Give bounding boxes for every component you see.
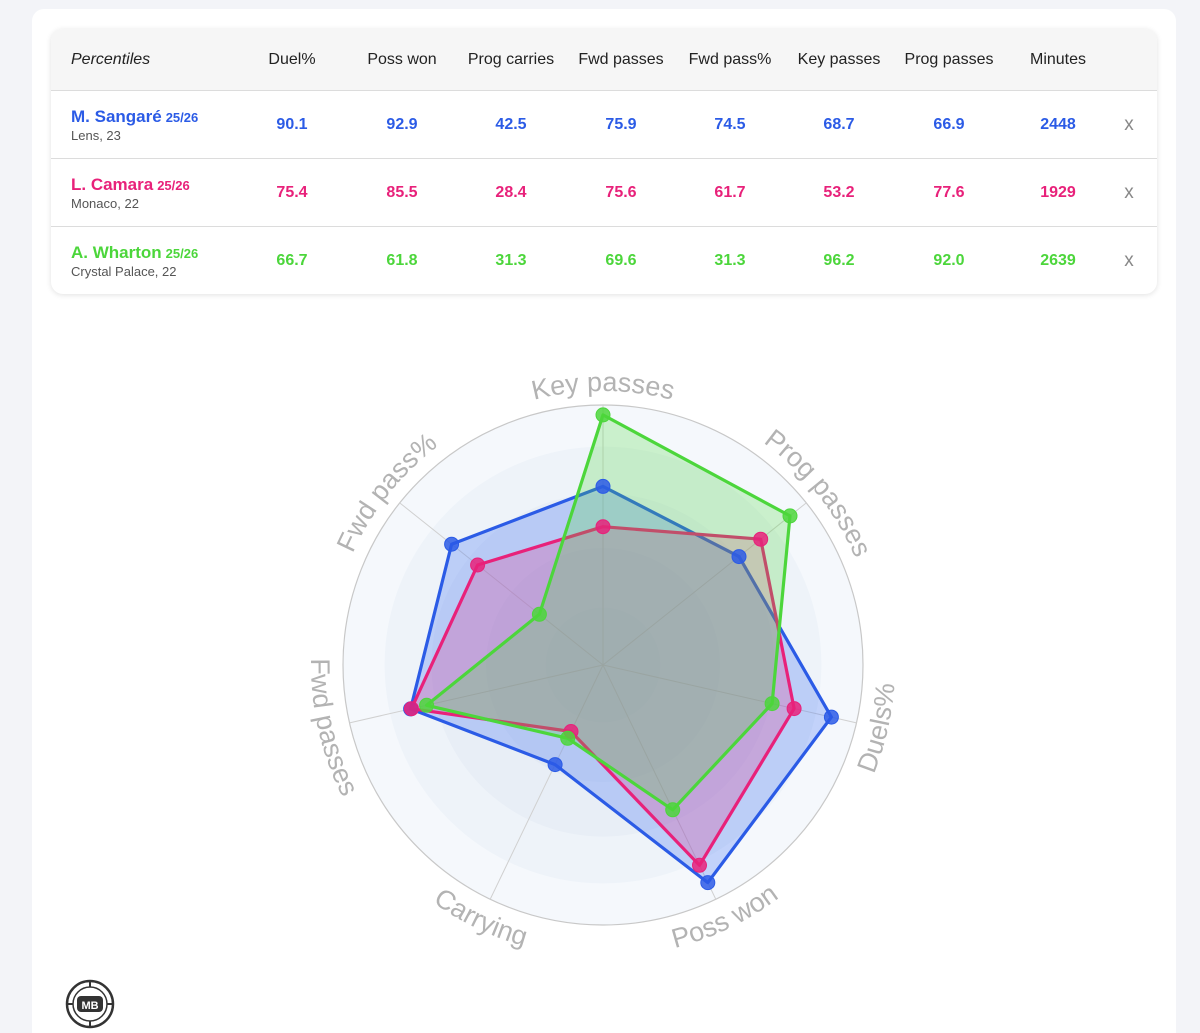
cell-fwd-pass-pct: 74.5 — [714, 116, 746, 133]
comparison-table: Percentiles Duel% Poss won Prog carries … — [51, 29, 1157, 294]
remove-player-button[interactable]: x — [1124, 250, 1134, 271]
header-prog-passes[interactable]: Prog passes — [904, 51, 994, 68]
player-name-text: M. Sangaré — [71, 107, 162, 126]
radar-point — [403, 701, 419, 717]
radar-point — [470, 557, 486, 573]
player-name[interactable]: M. Sangaré 25/26 — [71, 107, 198, 127]
cell-prog-passes: 66.9 — [933, 116, 965, 133]
cell-minutes: 2639 — [1040, 252, 1076, 269]
cell-poss-won: 85.5 — [386, 184, 418, 201]
radar-point — [595, 407, 611, 423]
radar-point — [595, 478, 611, 494]
radar-point — [753, 531, 769, 547]
radar-point — [419, 697, 435, 713]
radar-point — [531, 606, 547, 622]
cell-prog-passes: 77.6 — [933, 184, 965, 201]
radar-axis-label: Key passes — [529, 367, 678, 406]
player-club: Lens, 23 — [71, 128, 121, 143]
cell-fwd-pass-pct: 31.3 — [714, 252, 746, 269]
radar-axis-label-text: Key passes — [529, 367, 678, 406]
radar-series-area — [409, 484, 834, 885]
header-percentiles: Percentiles — [71, 51, 151, 68]
radar-point — [731, 549, 747, 565]
radar-point — [692, 857, 707, 873]
logo-text: MB — [81, 1000, 98, 1012]
radar-spoke — [349, 664, 604, 724]
cell-poss-won: 61.8 — [386, 252, 418, 269]
player-season: 25/26 — [165, 246, 199, 261]
cell-prog-carries: 42.5 — [495, 116, 527, 133]
table-row: A. Wharton 25/26 Crystal Palace, 22 66.7 61.… — [51, 227, 1157, 294]
remove-player-button[interactable]: x — [1124, 114, 1134, 135]
header-fwd-pass-pct[interactable]: Fwd pass% — [688, 51, 772, 68]
cell-duel-pct: 66.7 — [276, 252, 308, 269]
table-header: Percentiles Duel% Poss won Prog carries … — [51, 29, 1157, 91]
cell-duel-pct: 75.4 — [276, 184, 308, 201]
player-club: Monaco, 22 — [71, 196, 139, 211]
cell-key-passes: 68.7 — [823, 116, 855, 133]
player-name-text: A. Wharton — [71, 243, 162, 262]
header-fwd-passes[interactable]: Fwd passes — [578, 51, 664, 68]
radar-point — [786, 701, 802, 717]
header-key-passes[interactable]: Key passes — [797, 51, 881, 68]
cell-minutes: 1929 — [1040, 184, 1076, 201]
header-minutes[interactable]: Minutes — [1029, 51, 1087, 68]
radar-point — [764, 696, 780, 712]
cell-fwd-pass-pct: 61.7 — [714, 184, 746, 201]
player-name-text: L. Camara — [71, 175, 154, 194]
cell-prog-carries: 31.3 — [495, 252, 527, 269]
radar-point — [665, 802, 681, 818]
cell-minutes: 2448 — [1040, 116, 1076, 133]
header-poss-won[interactable]: Poss won — [367, 51, 437, 68]
player-season: 25/26 — [157, 178, 190, 193]
radar-point — [595, 519, 611, 535]
player-name[interactable]: A. Wharton 25/26 — [71, 243, 198, 263]
radar-point — [444, 536, 460, 552]
cell-fwd-passes: 75.9 — [605, 116, 637, 133]
radar-spoke — [399, 502, 604, 666]
cell-key-passes: 96.2 — [823, 252, 855, 269]
radar-spoke — [602, 664, 857, 724]
player-club: Crystal Palace, 22 — [71, 264, 177, 279]
cell-poss-won: 92.9 — [386, 116, 418, 133]
radar-point — [560, 730, 576, 746]
cell-fwd-passes: 75.6 — [605, 184, 637, 201]
table-row: L. Camara 25/26 Monaco, 22 75.4 85.5 28.4 75.6… — [51, 159, 1157, 227]
header-prog-carries[interactable]: Prog carries — [467, 51, 555, 68]
cell-prog-passes: 92.0 — [933, 252, 965, 269]
cell-duel-pct: 90.1 — [276, 116, 308, 133]
remove-player-button[interactable]: x — [1124, 182, 1134, 203]
player-name[interactable]: L. Camara 25/26 — [71, 175, 190, 195]
cell-prog-carries: 28.4 — [495, 184, 527, 201]
cell-fwd-passes: 69.6 — [605, 252, 637, 269]
radar-point — [782, 508, 798, 524]
table-row: M. Sangaré 25/26 Lens, 23 90.1 92.9 42.5 75.9 7… — [51, 91, 1157, 159]
radar-point — [547, 757, 563, 773]
radar-point — [700, 875, 716, 891]
cell-key-passes: 53.2 — [823, 184, 855, 201]
player-season: 25/26 — [165, 110, 199, 125]
mb-logo: MB — [65, 979, 115, 1029]
radar-series-area — [425, 413, 792, 812]
radar-spoke — [489, 664, 604, 900]
header-duel-pct[interactable]: Duel% — [268, 51, 316, 68]
radar-spoke — [602, 502, 807, 666]
radar-point — [823, 709, 839, 725]
